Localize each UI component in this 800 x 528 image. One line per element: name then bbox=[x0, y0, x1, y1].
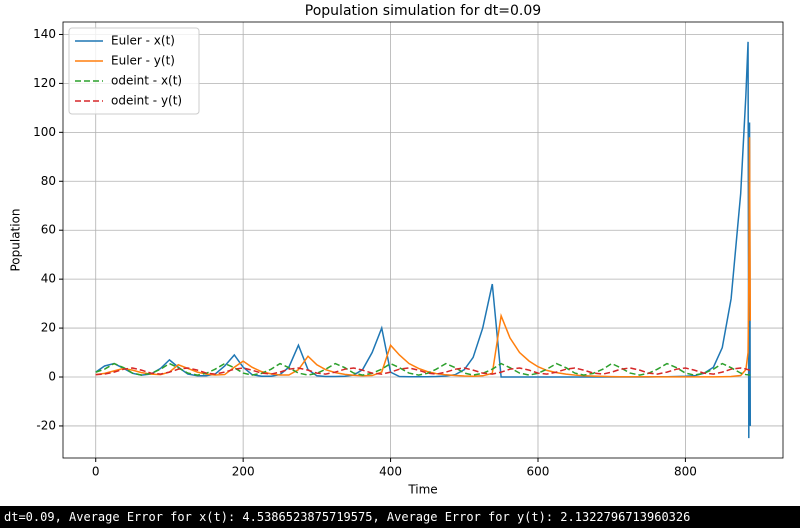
legend-label: Euler - x(t) bbox=[111, 34, 175, 48]
x-tick-label: 200 bbox=[232, 465, 255, 479]
y-tick-label: 20 bbox=[41, 321, 56, 335]
chart: Population simulation for dt=0.09 Time P… bbox=[8, 3, 784, 497]
x-tick-label: 400 bbox=[379, 465, 402, 479]
y-tick-label: 80 bbox=[41, 174, 56, 188]
y-tick-label: 120 bbox=[33, 76, 56, 90]
legend-label: odeint - y(t) bbox=[111, 94, 182, 108]
y-tick-label: 140 bbox=[33, 27, 56, 41]
y-tick-label: 40 bbox=[41, 272, 56, 286]
y-axis-label: Population bbox=[9, 208, 23, 271]
plot-frame bbox=[62, 21, 784, 459]
y-tick-label: 100 bbox=[33, 125, 56, 139]
legend-label: odeint - x(t) bbox=[111, 74, 182, 88]
x-tick-label: 600 bbox=[527, 465, 550, 479]
series-line bbox=[95, 137, 752, 378]
y-tick-label: 0 bbox=[48, 370, 56, 384]
legend-box bbox=[68, 27, 200, 115]
x-tick-label: 800 bbox=[674, 465, 697, 479]
x-axis-label: Time bbox=[407, 483, 437, 497]
legend-label: Euler - y(t) bbox=[111, 54, 175, 68]
status-bar: dt=0.09, Average Error for x(t): 4.53865… bbox=[0, 506, 800, 528]
chart-title: Population simulation for dt=0.09 bbox=[305, 3, 541, 19]
y-tick-label: -20 bbox=[36, 418, 56, 432]
x-tick-label: 0 bbox=[92, 465, 100, 479]
y-tick-label: 60 bbox=[41, 223, 56, 237]
series-line bbox=[95, 367, 751, 376]
series-line bbox=[95, 362, 751, 376]
